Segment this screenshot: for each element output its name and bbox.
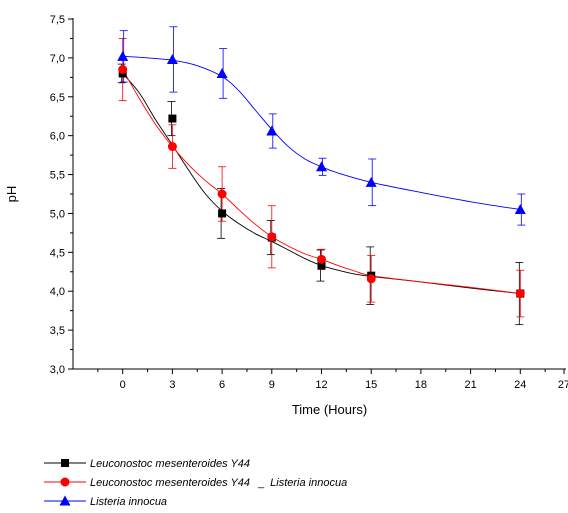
data-point [316,161,327,172]
y-axis-title: pH [4,186,19,203]
legend-label: Leuconostoc mesenteroides Y44 [90,458,250,470]
legend-marker [59,495,71,506]
y-tick-label: 5,5 [50,170,65,182]
data-point [515,289,525,299]
x-tick-label: 12 [315,379,327,391]
data-points [117,50,526,299]
axes [72,18,566,370]
data-point [117,50,129,61]
data-point [216,67,228,78]
x-tick-label: 0 [120,379,126,391]
x-tick-label: 18 [415,379,427,391]
data-point [166,53,178,64]
x-tick-label: 9 [269,379,275,391]
y-tick-label: 3,5 [50,325,65,337]
data-point [266,125,278,136]
legend-label: Listeria innocua [90,496,167,508]
y-tick-label: 4,0 [50,286,65,298]
x-axis-title: Time (Hours) [292,402,367,417]
data-point [118,65,128,75]
series-curve-2 [122,55,521,211]
data-point [366,274,376,284]
data-point [267,232,277,242]
data-point [217,189,227,199]
y-tick-label: 6,0 [50,131,65,143]
data-point [317,261,326,270]
data-point [167,142,177,152]
x-tick-label: 27 [558,379,568,391]
x-tick-label: 21 [464,379,476,391]
y-tick-label: 5,0 [50,208,65,220]
x-tick-label: 3 [169,379,175,391]
legend: Leuconostoc mesenteroides Y44 Leuconostoc… [44,458,347,508]
y-tick-label: 7,0 [50,53,65,65]
y-tick-label: 7,5 [50,14,65,26]
y-tick-label: 3,0 [50,364,65,376]
legend-marker [61,459,69,467]
y-tick-label: 4,5 [50,247,65,259]
data-point [365,176,377,187]
data-point [218,209,227,218]
y-ticks: 3,0 3,5 4,0 4,5 5,0 5,5 6,0 6,5 7,0 7,5 [50,14,73,376]
error-bars [117,26,526,326]
data-point [168,114,177,123]
x-ticks: 0 3 6 9 12 15 18 21 24 27 [97,369,568,391]
legend-label: Leuconostoc mesenteroides Y44 _ Listeria i… [90,477,347,489]
data-point [514,204,526,215]
x-tick-label: 24 [514,379,526,391]
legend-marker [60,477,70,487]
x-tick-label: 15 [365,379,377,391]
data-point [317,254,326,264]
x-tick-label: 6 [219,379,225,391]
y-tick-label: 6,5 [50,92,65,104]
